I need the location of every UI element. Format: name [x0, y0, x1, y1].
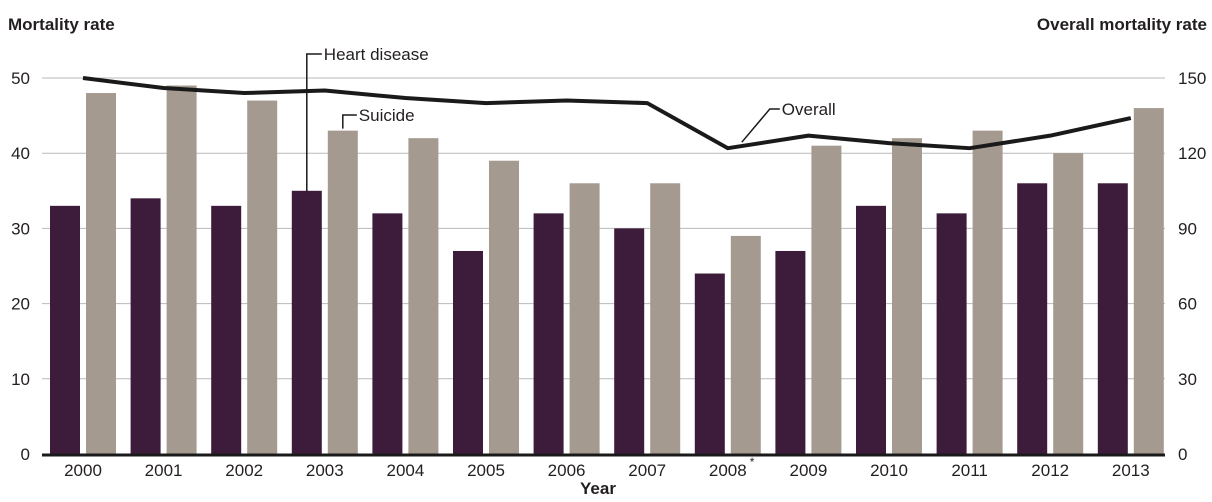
- suicide-label: Suicide: [359, 106, 415, 125]
- left-axis-tick-labels: 0 10 20 30 40 50: [11, 69, 30, 464]
- bar-heart-disease-2004: [372, 213, 403, 454]
- bar-heart-disease-2010: [856, 205, 886, 454]
- x-tick-2004: 2004: [386, 461, 424, 480]
- x-axis-title: Year: [580, 479, 616, 498]
- bar-heart-disease-2002: [211, 205, 242, 454]
- y2-tick-150: 150: [1178, 69, 1206, 88]
- right-axis-title: Overall mortality rate: [1037, 15, 1207, 34]
- x-tick-2011: 2011: [951, 461, 988, 480]
- bars: [50, 85, 1164, 455]
- heart-disease-leader: [306, 53, 322, 193]
- bar-suicide-2002: [247, 100, 278, 454]
- x-tick-2012: 2012: [1031, 461, 1069, 480]
- bar-suicide-2005: [489, 160, 519, 454]
- bar-suicide-2009: [811, 145, 842, 454]
- x-tick-2008: 2008: [709, 461, 747, 480]
- line-overall: [82, 76, 1132, 151]
- x-tick-2007: 2007: [628, 461, 666, 480]
- x-tick-mark-2008: *: [750, 455, 755, 469]
- y-tick-50: 50: [11, 69, 30, 88]
- y2-tick-60: 60: [1178, 295, 1197, 314]
- bar-heart-disease-2006: [533, 213, 564, 454]
- x-tick-2003: 2003: [306, 461, 344, 480]
- y-tick-0: 0: [21, 445, 30, 464]
- y-tick-10: 10: [11, 370, 30, 389]
- y2-tick-120: 120: [1178, 144, 1206, 163]
- bar-heart-disease-2013: [1097, 183, 1128, 454]
- bar-suicide-2003: [327, 130, 358, 454]
- bar-heart-disease-2000: [50, 205, 80, 454]
- bar-suicide-2010: [892, 138, 922, 454]
- suicide-leader: [342, 114, 357, 129]
- overall-line: [82, 76, 1132, 151]
- bar-suicide-2007: [650, 183, 681, 454]
- bar-suicide-2011: [972, 130, 1003, 454]
- x-tick-2000: 2000: [64, 461, 102, 480]
- x-tick-2010: 2010: [870, 461, 908, 480]
- heart-disease-label: Heart disease: [324, 45, 429, 64]
- y2-tick-0: 0: [1178, 445, 1187, 464]
- x-tick-2005: 2005: [467, 461, 505, 480]
- bar-heart-disease-2009: [775, 250, 806, 454]
- bar-heart-disease-2001: [130, 198, 161, 454]
- right-axis-tick-labels: 0 30 60 90 120 150: [1178, 69, 1206, 464]
- bar-heart-disease-2005: [453, 250, 483, 454]
- y-tick-20: 20: [11, 295, 30, 314]
- x-tick-2013: 2013: [1112, 461, 1150, 480]
- overall-leader: [741, 108, 780, 143]
- bar-suicide-2004: [408, 138, 439, 454]
- overall-label: Overall: [782, 100, 836, 119]
- y-tick-40: 40: [11, 144, 30, 163]
- bar-heart-disease-2011: [936, 213, 967, 454]
- y2-tick-90: 90: [1178, 219, 1197, 238]
- bar-suicide-2012: [1053, 153, 1084, 454]
- left-axis-title: Mortality rate: [8, 15, 115, 34]
- bar-heart-disease-2007: [614, 228, 645, 454]
- x-tick-2006: 2006: [548, 461, 586, 480]
- x-axis-tick-labels: 2000 2001 2002 2003 2004 2005 2006 2007 2008 * 200…: [64, 455, 1150, 480]
- bar-suicide-2001: [166, 85, 197, 455]
- bar-suicide-2013: [1133, 108, 1164, 454]
- bar-heart-disease-2012: [1017, 183, 1048, 454]
- y-tick-30: 30: [11, 219, 30, 238]
- series-annotations: Heart disease Suicide Overall: [306, 45, 836, 193]
- x-tick-2001: 2001: [145, 461, 183, 480]
- bar-suicide-2000: [86, 93, 116, 454]
- bar-suicide-2008: [730, 235, 761, 454]
- x-tick-2002: 2002: [225, 461, 263, 480]
- bar-heart-disease-2003: [291, 190, 322, 455]
- x-tick-2009: 2009: [789, 461, 827, 480]
- bar-heart-disease-2008: [694, 273, 725, 454]
- bar-suicide-2006: [569, 183, 600, 454]
- y2-tick-30: 30: [1178, 370, 1197, 389]
